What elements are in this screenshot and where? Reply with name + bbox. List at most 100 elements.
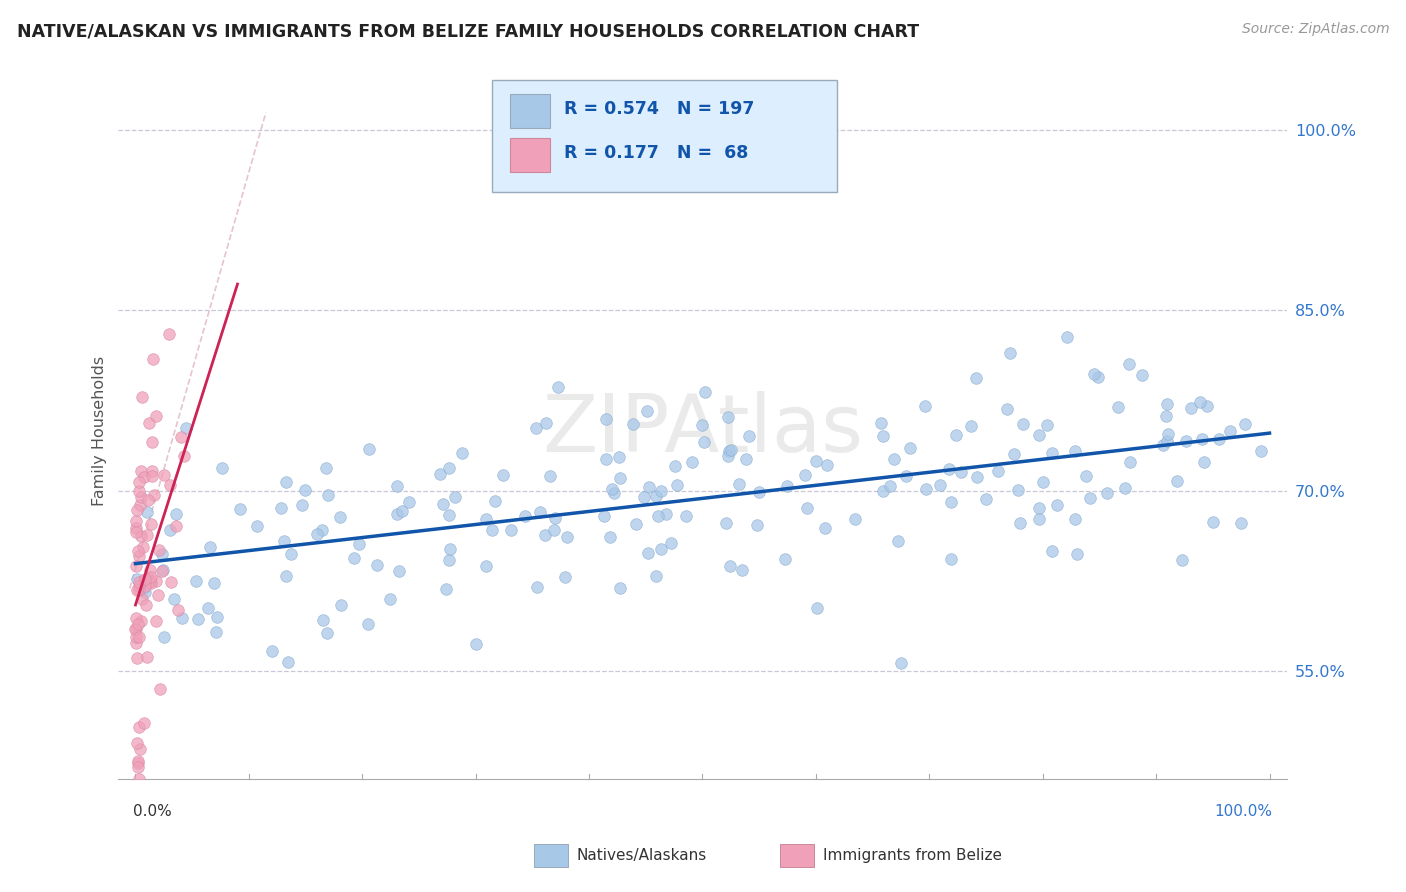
Point: [929, 478, 952, 492]
Point: [609, 582, 631, 596]
Text: ZIPAtlas: ZIPAtlas: [541, 392, 863, 469]
Point: [129, 498, 152, 512]
Point: [914, 482, 936, 496]
Point: [1219, 425, 1241, 439]
Point: [135, 650, 157, 665]
Point: [938, 462, 960, 476]
Point: [960, 419, 983, 434]
Point: [128, 549, 150, 564]
Point: [165, 507, 187, 521]
Point: [128, 579, 150, 593]
Point: [124, 630, 146, 644]
Point: [1189, 395, 1212, 409]
Point: [650, 484, 672, 499]
Point: [139, 563, 162, 577]
Point: [814, 521, 837, 535]
Point: [388, 564, 411, 578]
Point: [945, 428, 967, 442]
Point: [312, 614, 335, 628]
Point: [731, 563, 754, 577]
Point: [174, 421, 197, 435]
Point: [1202, 515, 1225, 529]
Point: [125, 636, 148, 650]
Point: [1152, 437, 1174, 451]
Point: [1032, 475, 1054, 490]
Point: [879, 479, 901, 493]
Point: [693, 385, 716, 400]
Point: [637, 546, 659, 560]
Point: [359, 442, 381, 456]
Point: [205, 625, 228, 640]
Point: [128, 583, 150, 598]
Point: [132, 715, 155, 730]
Point: [647, 509, 669, 524]
Point: [125, 572, 148, 586]
Point: [316, 626, 339, 640]
Point: [664, 458, 686, 473]
Point: [1028, 500, 1050, 515]
Point: [170, 611, 193, 625]
Point: [127, 756, 149, 771]
Point: [547, 380, 569, 394]
Point: [898, 441, 921, 455]
Point: [796, 501, 818, 516]
Point: [152, 468, 174, 483]
Point: [391, 504, 413, 518]
Point: [128, 630, 150, 644]
Point: [136, 505, 159, 519]
Point: [1180, 401, 1202, 415]
Point: [659, 536, 682, 550]
Point: [624, 516, 647, 531]
Point: [1118, 358, 1140, 372]
Point: [159, 478, 181, 492]
Point: [720, 442, 742, 457]
Point: [872, 484, 894, 499]
Point: [127, 754, 149, 768]
Point: [357, 617, 380, 632]
Point: [127, 617, 149, 632]
Point: [1008, 516, 1031, 531]
Point: [595, 412, 617, 426]
Point: [139, 570, 162, 584]
Point: [621, 417, 644, 431]
Point: [315, 460, 337, 475]
Point: [125, 582, 148, 597]
Text: 0.0%: 0.0%: [132, 804, 172, 819]
Point: [129, 614, 152, 628]
Point: [150, 547, 173, 561]
Point: [173, 449, 195, 463]
Point: [870, 416, 893, 430]
Point: [693, 434, 716, 449]
Point: [1156, 434, 1178, 449]
Point: [170, 430, 193, 444]
Point: [965, 371, 987, 385]
Point: [607, 450, 630, 464]
Point: [141, 464, 163, 478]
Point: [995, 402, 1018, 417]
Point: [1156, 397, 1178, 411]
Point: [148, 588, 170, 602]
Point: [1175, 434, 1198, 449]
Point: [890, 656, 912, 670]
Point: [804, 454, 827, 468]
Point: [794, 467, 817, 482]
Point: [513, 509, 536, 524]
Point: [776, 478, 799, 492]
Point: [398, 495, 420, 509]
Point: [474, 558, 496, 573]
Point: [773, 552, 796, 566]
Point: [128, 772, 150, 786]
Point: [966, 470, 988, 484]
Point: [378, 592, 401, 607]
Point: [1230, 516, 1253, 530]
Text: Natives/Alaskans: Natives/Alaskans: [576, 848, 707, 863]
Point: [950, 465, 973, 479]
Point: [492, 467, 515, 482]
Point: [125, 524, 148, 539]
Point: [127, 760, 149, 774]
Point: [125, 558, 148, 573]
Point: [330, 599, 353, 613]
Point: [184, 574, 207, 589]
Point: [128, 475, 150, 490]
Point: [125, 611, 148, 625]
